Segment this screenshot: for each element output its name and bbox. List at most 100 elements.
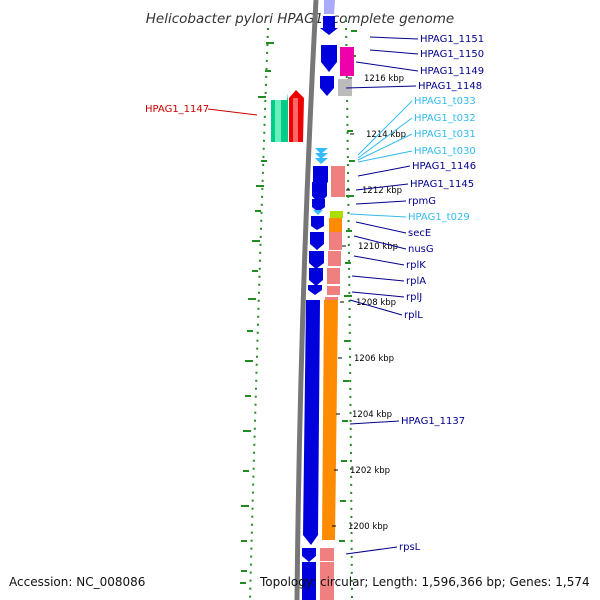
- gc-skew-dash: [346, 195, 354, 197]
- cds-rplK: [309, 251, 324, 269]
- gene-HPAG1_1147[interactable]: [271, 90, 304, 142]
- cds-bottom: [302, 562, 316, 600]
- label-leader-line: [353, 255, 405, 266]
- feature-label[interactable]: secE: [408, 228, 431, 239]
- tick-label: 1210 kbp: [358, 242, 398, 252]
- gc-skew-dash: [255, 210, 261, 212]
- cds-nusG: [310, 232, 324, 250]
- feature-label[interactable]: HPAG1_1151: [420, 34, 484, 45]
- feature-label[interactable]: HPAG1_1137: [401, 416, 465, 427]
- gc-skew-dash: [340, 500, 346, 502]
- label-leader-line: [349, 213, 407, 218]
- gc-skew-dash: [345, 262, 351, 264]
- feature-label[interactable]: HPAG1_1145: [410, 179, 474, 190]
- label-leader-line: [357, 100, 413, 156]
- gene-1145-white: [331, 197, 345, 200]
- feature-label[interactable]: nusG: [408, 244, 434, 255]
- label-leader-line: [351, 291, 405, 298]
- genome-summary-text: Topology: circular; Length: 1,596,366 bp…: [259, 575, 590, 589]
- trna-cluster-2: [315, 153, 328, 159]
- cds-top: [324, 0, 335, 14]
- label-leader-line: [357, 117, 413, 159]
- gc-skew-dash: [241, 570, 247, 572]
- label-leader-line: [369, 49, 419, 55]
- tick-label: 1200 kbp: [348, 522, 388, 532]
- label-leader-line: [355, 200, 407, 205]
- cds-1151: [320, 16, 338, 35]
- feature-label[interactable]: HPAG1_t033: [414, 96, 476, 107]
- gene-rplL-pink: [325, 297, 338, 300]
- feature-label[interactable]: rpsL: [399, 542, 421, 553]
- gene-rpmG-lime: [330, 211, 343, 218]
- feature-label-HPAG1_1147[interactable]: HPAG1_1147: [145, 104, 209, 115]
- feature-label[interactable]: HPAG1_1148: [418, 81, 482, 92]
- gene-1150-magenta: [340, 47, 354, 76]
- label-leader-line: [355, 221, 407, 234]
- feature-label[interactable]: rpmG: [408, 196, 436, 207]
- feature-label[interactable]: rplA: [406, 276, 426, 287]
- feature-label[interactable]: HPAG1_1150: [420, 49, 484, 60]
- cds-rpoB: [303, 300, 320, 545]
- gc-dotted-ring-inner: [249, 27, 269, 600]
- gc-skew-dash: [339, 540, 345, 542]
- gene-1147-green-hl: [275, 100, 281, 142]
- gene-rpoB-orange: [322, 300, 338, 540]
- gene-nusG-pink: [329, 232, 342, 250]
- feature-label[interactable]: HPAG1_t030: [414, 146, 476, 157]
- gc-dotted-ring-outer: [345, 19, 353, 600]
- label-leader-line: [349, 299, 403, 316]
- cds-secE: [311, 216, 324, 230]
- gc-skew-dash: [241, 540, 247, 542]
- tick-label: 1212 kbp: [362, 186, 402, 196]
- gc-skew-dash: [343, 380, 349, 382]
- gc-skew-dash: [341, 460, 347, 462]
- feature-label[interactable]: rplK: [406, 260, 426, 271]
- gc-skew-dash: [252, 270, 258, 272]
- label-leader-line: [207, 108, 258, 116]
- tick-label: 1214 kbp: [366, 130, 406, 140]
- feature-label[interactable]: HPAG1_1149: [420, 66, 484, 77]
- gc-skew-dash: [349, 160, 355, 162]
- cds-rpsL: [302, 548, 316, 562]
- gc-skew-dash: [247, 330, 253, 332]
- gene-rplK-pink: [328, 251, 341, 266]
- cds-track: [302, 0, 338, 600]
- gc-skew-dash: [266, 42, 274, 44]
- gc-skew-dash: [258, 96, 266, 98]
- gc-content-track: [249, 19, 353, 600]
- gc-skew-dash: [261, 160, 267, 162]
- feature-label[interactable]: HPAG1_1146: [412, 161, 476, 172]
- label-leader-line: [353, 235, 407, 250]
- gc-skew-dash: [243, 470, 249, 472]
- feature-label[interactable]: HPAG1_t029: [408, 212, 470, 223]
- gc-skew-dash: [240, 582, 246, 584]
- label-leader-line: [369, 36, 419, 40]
- feature-label[interactable]: HPAG1_t031: [414, 129, 476, 140]
- gene-1147-red-hl: [293, 98, 298, 142]
- tick-label: 1204 kbp: [352, 410, 392, 420]
- tick-label: 1206 kbp: [354, 354, 394, 364]
- gc-skew-dash: [351, 30, 357, 32]
- feature-label[interactable]: rplJ: [406, 292, 422, 303]
- gc-skew-dash: [342, 420, 348, 422]
- accession-text: Accession: NC_008086: [9, 575, 145, 589]
- feature-label[interactable]: rplL: [404, 310, 423, 321]
- label-leader-line: [345, 85, 417, 89]
- label-leader-line: [355, 61, 419, 72]
- trna-cluster-1: [315, 148, 328, 154]
- gene-track: [320, 47, 354, 600]
- gene-1148-grey: [338, 79, 352, 96]
- label-leader-line: [349, 420, 400, 425]
- label-leader-line: [357, 165, 411, 177]
- gc-skew-bars: [240, 30, 357, 584]
- gc-skew-dash: [346, 230, 352, 232]
- genome-backbone: [294, 0, 319, 600]
- cds-rplJ: [308, 285, 322, 295]
- gc-skew-dash: [248, 298, 256, 300]
- feature-label[interactable]: HPAG1_t032: [414, 113, 476, 124]
- gc-skew-dash: [245, 360, 253, 362]
- tick-label: 1208 kbp: [356, 298, 396, 308]
- map-title: Helicobacter pylori HPAG1, complete geno…: [146, 11, 455, 27]
- gene-bottom-pink: [320, 562, 334, 600]
